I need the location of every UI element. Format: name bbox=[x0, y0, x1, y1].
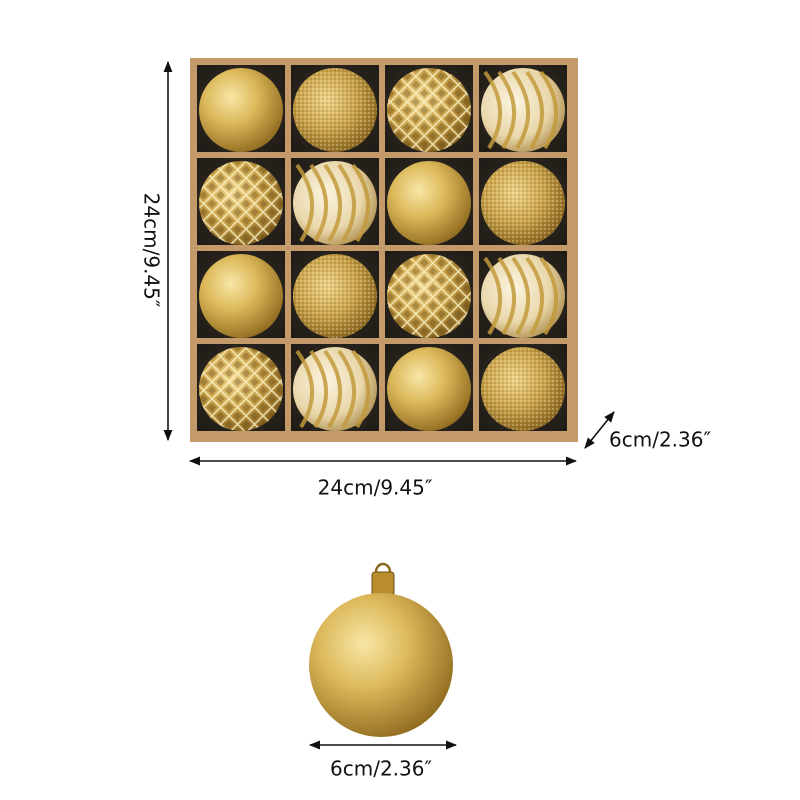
glitter-texture bbox=[481, 161, 565, 245]
stripe bbox=[539, 256, 558, 336]
width-label: 24cm/9.45″ bbox=[318, 476, 433, 500]
ball-diameter-label: 6cm/2.36″ bbox=[330, 757, 432, 781]
stripe bbox=[511, 70, 530, 150]
facet-texture bbox=[387, 254, 471, 338]
matte-ornament bbox=[199, 68, 283, 152]
depth-label: 6cm/2.36″ bbox=[609, 428, 711, 452]
stripe bbox=[351, 163, 370, 243]
glitter-texture bbox=[293, 254, 377, 338]
stripe bbox=[525, 256, 544, 336]
facet-texture bbox=[199, 347, 283, 431]
stripe bbox=[323, 349, 342, 429]
height-label: 24cm/9.45″ bbox=[140, 193, 164, 308]
striped-ornament bbox=[293, 161, 377, 245]
stripe bbox=[309, 163, 328, 243]
striped-ornament bbox=[293, 347, 377, 431]
glitter-texture bbox=[481, 347, 565, 431]
stripe bbox=[483, 70, 502, 150]
stripe bbox=[351, 349, 370, 429]
stripe bbox=[295, 163, 314, 243]
striped-ornament bbox=[481, 254, 565, 338]
facet-texture bbox=[387, 68, 471, 152]
stripe bbox=[323, 163, 342, 243]
stripe bbox=[525, 70, 544, 150]
stripe bbox=[337, 349, 356, 429]
stripe bbox=[295, 349, 314, 429]
matte-ornament bbox=[199, 254, 283, 338]
facet-texture bbox=[199, 161, 283, 245]
single-ornament bbox=[309, 562, 453, 737]
matte-ornament bbox=[387, 347, 471, 431]
ornaments bbox=[197, 65, 567, 431]
matte-ornament bbox=[387, 161, 471, 245]
stripe bbox=[497, 256, 516, 336]
stripe bbox=[511, 256, 530, 336]
stripe bbox=[483, 256, 502, 336]
stripe bbox=[337, 163, 356, 243]
striped-ornament bbox=[481, 68, 565, 152]
stripe bbox=[539, 70, 558, 150]
depth-arrow bbox=[584, 411, 615, 449]
glitter-texture bbox=[293, 68, 377, 152]
stripe bbox=[497, 70, 516, 150]
stripe bbox=[309, 349, 328, 429]
